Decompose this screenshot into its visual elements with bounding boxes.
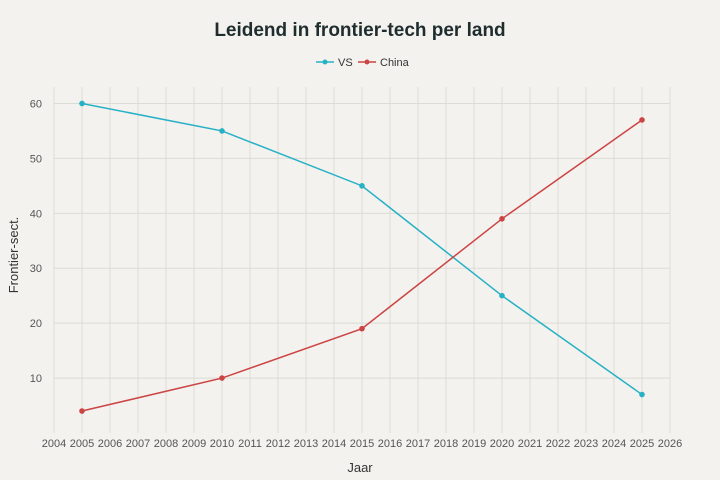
x-tick-label: 2025 (630, 438, 654, 450)
data-point-china[interactable] (79, 408, 85, 414)
x-tick-label: 2010 (210, 438, 234, 450)
series-lines (79, 100, 645, 414)
legend-item-china[interactable]: China (358, 57, 410, 69)
x-tick-label: 2018 (434, 438, 458, 450)
legend-label-vs: VS (338, 57, 353, 69)
legend-marker-china (364, 59, 370, 65)
x-tick-label: 2024 (602, 438, 626, 450)
data-point-vs[interactable] (359, 183, 365, 189)
x-tick-label: 2006 (98, 438, 122, 450)
x-tick-label: 2019 (462, 438, 486, 450)
data-point-china[interactable] (219, 375, 225, 381)
x-axis-ticks: 2004 2005 2006 2007 2008 2009 2010 2011 2012 2013… (42, 438, 682, 450)
data-point-vs[interactable] (79, 100, 85, 107)
x-tick-label: 2015 (350, 438, 374, 450)
chart-title: Leidend in frontier-tech per land (214, 20, 505, 41)
x-tick-label: 2011 (238, 438, 262, 450)
data-point-china[interactable] (639, 117, 645, 123)
legend-label-china: China (380, 57, 410, 69)
y-tick-label: 40 (30, 208, 42, 220)
x-tick-label: 2004 (42, 438, 66, 450)
y-axis-label: Frontier-sect. (6, 217, 21, 294)
legend: VS China (316, 57, 410, 69)
data-point-china[interactable] (359, 325, 365, 332)
x-tick-label: 2023 (574, 438, 598, 450)
grid (53, 87, 671, 433)
x-tick-label: 2007 (126, 438, 150, 450)
legend-marker-vs (322, 59, 328, 65)
y-tick-label: 60 (30, 98, 42, 110)
x-tick-label: 2009 (182, 438, 206, 450)
data-point-vs[interactable] (639, 391, 645, 398)
x-tick-label: 2020 (490, 438, 514, 450)
x-tick-label: 2005 (70, 438, 94, 450)
x-tick-label: 2026 (658, 438, 682, 450)
y-axis-ticks: 10 20 30 40 50 60 (30, 98, 42, 385)
y-tick-label: 10 (30, 373, 42, 385)
x-tick-label: 2021 (518, 438, 542, 450)
x-tick-label: 2008 (154, 438, 178, 450)
x-tick-label: 2012 (266, 438, 290, 450)
y-tick-label: 30 (30, 263, 42, 275)
y-tick-label: 20 (30, 318, 42, 330)
x-axis-label: Jaar (347, 460, 373, 475)
x-tick-label: 2016 (378, 438, 402, 450)
data-point-vs[interactable] (219, 128, 225, 134)
x-tick-label: 2014 (322, 438, 346, 450)
x-tick-label: 2013 (294, 438, 318, 450)
legend-item-vs[interactable]: VS (316, 57, 353, 69)
data-point-vs[interactable] (499, 292, 505, 299)
data-point-china[interactable] (499, 216, 505, 222)
y-tick-label: 50 (30, 153, 42, 165)
x-tick-label: 2017 (406, 438, 430, 450)
x-tick-label: 2022 (546, 438, 570, 450)
